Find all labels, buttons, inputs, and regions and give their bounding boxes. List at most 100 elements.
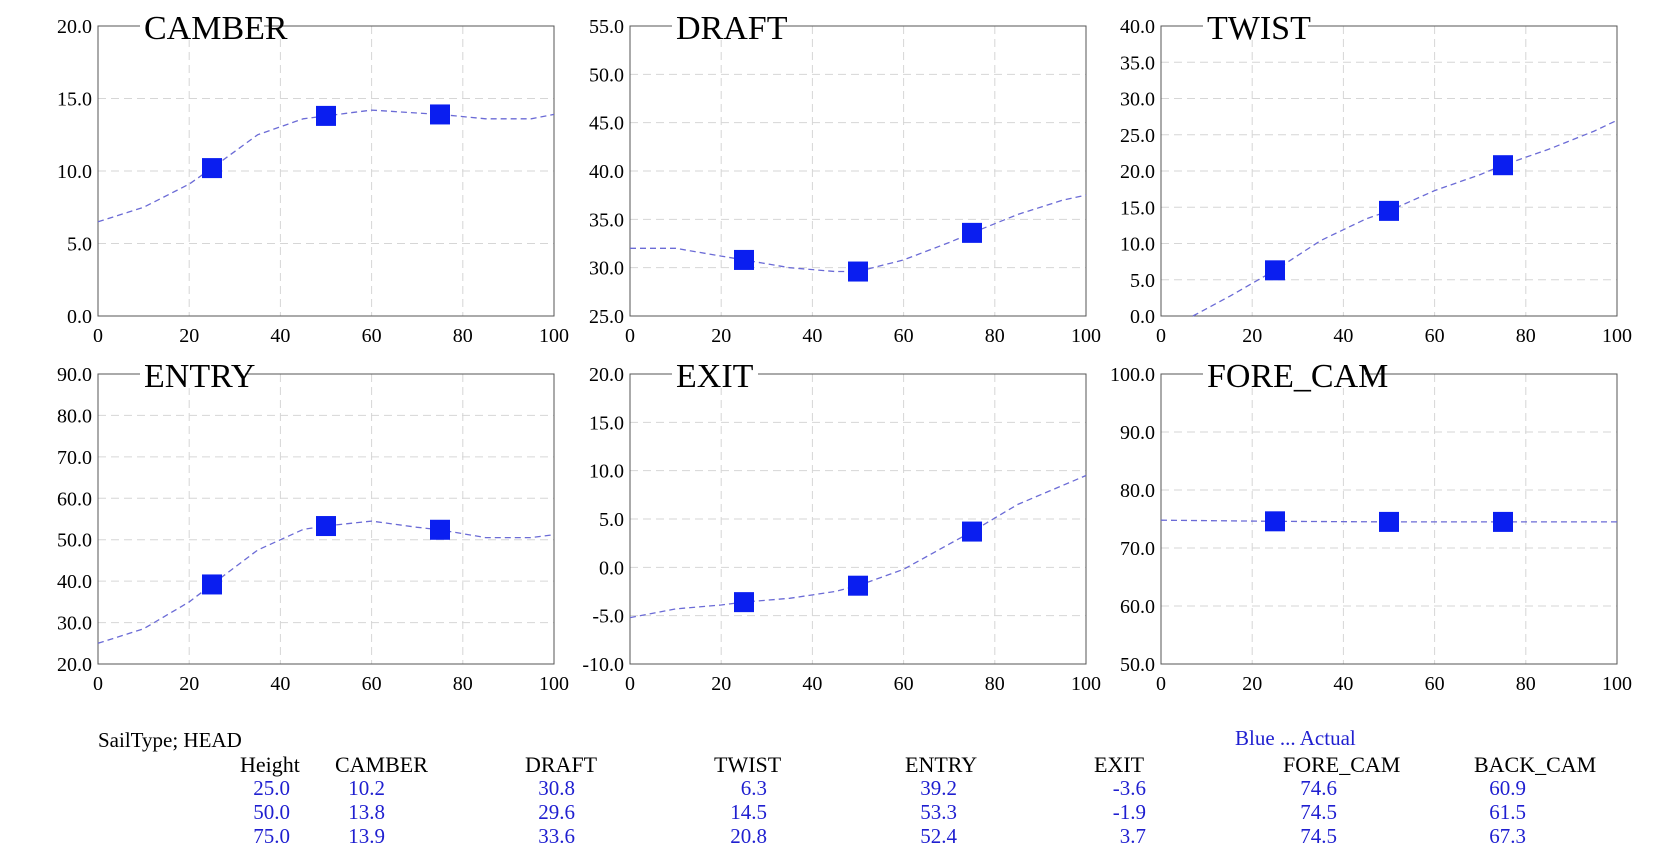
x-tick-label: 20 [179,673,199,695]
x-tick-label: 100 [1602,673,1632,695]
y-tick-label: 15.0 [1120,197,1155,219]
x-tick-label: 100 [1071,325,1101,347]
table-cell: 74.5 [1300,824,1337,848]
data-point-marker [1379,511,1399,532]
chart-title: FORE_CAM [1207,358,1388,395]
y-tick-label: 10.0 [57,161,92,183]
y-tick-label: 80.0 [57,405,92,427]
legend-label: Blue ... Actual [1235,726,1356,750]
x-tick-label: 0 [1156,325,1166,347]
y-tick-label: 35.0 [589,209,624,231]
chart-title-bg [672,12,777,40]
y-tick-label: 0.0 [1130,306,1155,328]
x-tick-label: 20 [1242,673,1262,695]
table-cell: -3.6 [1112,776,1146,800]
fitted-curve [630,194,1087,273]
table-cell: 74.6 [1300,776,1337,800]
y-tick-label: 40.0 [57,571,92,593]
chart-title: DRAFT [676,10,788,47]
plot-frame [629,25,1087,317]
data-point-marker [430,104,450,125]
chart-title-bg [140,12,264,40]
y-tick-label: 50.0 [57,530,92,552]
y-tick-label: 20.0 [57,654,92,676]
data-point-marker [734,249,754,270]
table-cell: 53.3 [920,800,957,824]
table-cell: 10.2 [348,776,385,800]
y-tick-label: 10.0 [1120,234,1155,256]
x-tick-label: 100 [1602,325,1632,347]
y-tick-label: 90.0 [1120,422,1155,444]
y-tick-label: 60.0 [57,488,92,510]
x-tick-label: 40 [802,325,822,347]
col-header-camber: CAMBER [335,752,428,777]
fitted-curve [97,109,555,223]
data-point-marker [734,592,754,613]
y-tick-label: 40.0 [589,161,624,183]
x-tick-label: 60 [362,673,382,695]
chart-title: TWIST [1207,10,1311,47]
table-cell: 74.5 [1300,800,1337,824]
table-cell: 29.6 [538,800,575,824]
plot-frame [97,25,555,317]
data-point-marker [316,516,336,537]
x-tick-label: 0 [625,673,635,695]
data-point-marker [848,575,868,596]
x-tick-label: 40 [1333,673,1353,695]
x-tick-label: 60 [1425,673,1445,695]
chart-title-bg [672,360,758,388]
table-cell: -1.9 [1112,800,1146,824]
table-cell: 50.0 [253,800,290,824]
y-tick-label: 70.0 [57,447,92,469]
x-tick-label: 100 [539,325,569,347]
table-cell: 13.9 [348,824,385,848]
col-header-fore-cam: FORE_CAM [1283,752,1401,777]
y-tick-label: 5.0 [67,234,92,256]
x-tick-label: 60 [894,325,914,347]
table-cell: 3.7 [1119,824,1146,848]
chart-draft: 25.0 30.0 35.0 40.0 45.0 50.0 55.0 0 20 40 60 80 100… [589,10,1101,347]
plot-frame [1160,373,1618,665]
data-point-marker [202,574,222,595]
chart-twist: 0.0 5.0 10.0 15.0 20.0 25.0 30.0 35.0 40.0 0 20 40 6… [1120,10,1632,347]
y-tick-label: 0.0 [599,557,624,579]
y-tick-label: 45.0 [589,113,624,135]
y-tick-label: 15.0 [589,412,624,434]
y-tick-label: 20.0 [57,16,92,38]
data-point-marker [1493,155,1513,176]
x-tick-label: 60 [894,673,914,695]
x-tick-label: 100 [539,673,569,695]
y-tick-label: 20.0 [589,364,624,386]
chart-title-bg [1203,360,1365,388]
fitted-curve [1192,119,1618,317]
x-tick-label: 80 [453,673,473,695]
y-tick-label: 20.0 [1120,161,1155,183]
x-tick-label: 0 [625,325,635,347]
col-header-height: Height [240,752,300,777]
chart-title: ENTRY [144,358,255,395]
x-tick-label: 40 [270,325,290,347]
y-tick-label: 100.0 [1110,364,1155,386]
x-tick-label: 40 [1333,325,1353,347]
table-cell: 33.6 [538,824,575,848]
chart-title-bg [140,360,245,388]
col-header-exit: EXIT [1094,752,1145,777]
x-tick-label: 100 [1071,673,1101,695]
x-tick-label: 60 [362,325,382,347]
data-point-marker [202,158,222,179]
y-tick-label: 5.0 [1130,270,1155,292]
plot-frame [97,373,555,665]
table-cell: 6.3 [740,776,767,800]
chart-title: CAMBER [144,10,288,47]
table-cell: 39.2 [920,776,957,800]
x-tick-label: 80 [1516,325,1536,347]
data-point-marker [316,105,336,126]
x-tick-label: 60 [1425,325,1445,347]
chart-entry: 20.0 30.0 40.0 50.0 60.0 70.0 80.0 90.0 0 20 40 60 8… [57,358,569,695]
y-tick-label: 30.0 [589,258,624,280]
table-cell: 67.3 [1489,824,1526,848]
plot-frame [629,373,1087,665]
x-tick-label: 20 [711,325,731,347]
data-point-marker [962,222,982,243]
y-tick-label: 15.0 [57,89,92,111]
